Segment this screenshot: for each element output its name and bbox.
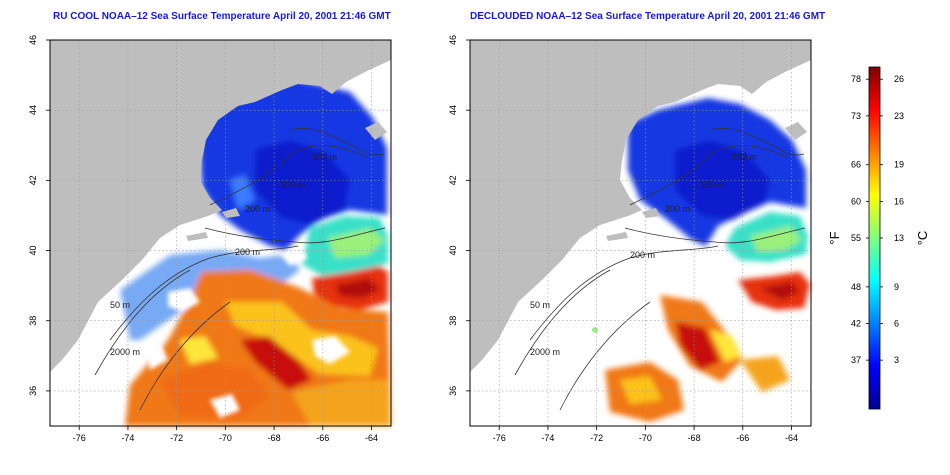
x-tick-label: -70 [639,433,652,443]
panel-title-left: RU COOL NOAA–12 Sea Surface Temperature … [53,11,391,22]
x-tick-label: -64 [785,433,798,443]
land-mass [470,40,811,372]
x-tick-label: -74 [121,433,134,443]
bathymetry-contours [514,128,806,411]
colorbar-gradient [868,66,881,410]
x-tick-label: -64 [365,433,378,443]
x-tick-label: -68 [688,433,701,443]
x-axis-ticks: -76 -74 -72 -70 -68 -66 -64 [493,426,798,443]
celsius-tick-label: 23 [894,111,904,121]
map-panel-right: 100 m 200 m 50 m 2000 m 100 m 200 m -76-… [448,35,812,443]
celsius-axis-label: °C [915,231,930,246]
y-tick-label: 46 [448,35,458,45]
x-tick-label: -76 [73,433,86,443]
x-tick-label: -72 [590,433,603,443]
isobath-label: 200 m [235,247,260,257]
isobath-label: 200 m [245,204,270,214]
x-tick-label: -66 [736,433,749,443]
x-tick-label: -76 [493,433,506,443]
panel-title-right: DECLOUDED NOAA–12 Sea Surface Temperatur… [470,11,826,22]
x-tick-label: -66 [316,433,329,443]
x-tick-label: -68 [268,433,281,443]
bathymetry-contours [94,128,386,411]
celsius-tick-label: 16 [894,196,904,206]
y-tick-label: 46 [28,35,38,45]
celsius-tick-label: 6 [894,319,899,329]
x-tick-label: -70 [219,433,232,443]
isobath-label: 50 m [530,300,550,310]
fahrenheit-tick-label: 42 [851,319,861,329]
y-tick-label: 36 [28,386,38,396]
y-axis-ticks: 36 38 40 42 44 46 [448,35,470,396]
isobath-label: 100 m [280,180,305,190]
fahrenheit-tick-label: 66 [851,160,861,170]
panel-frame [49,39,392,427]
celsius-tick-label: 9 [894,282,899,292]
colorbar-celsius-ticks: 26 23 19 16 13 9 6 3 [880,74,904,365]
fahrenheit-tick-label: 60 [851,196,861,206]
celsius-tick-label: 3 [894,355,899,365]
x-axis-ticks: -76 -74 -72 -70 -68 -66 -64 [73,426,378,443]
isobath-label: 100 m [732,152,757,162]
fahrenheit-tick-label: 78 [851,74,861,84]
isobath-labels: 100 m 200 m 50 m 2000 m 100 m 200 m [110,152,337,357]
fahrenheit-tick-label: 73 [851,111,861,121]
x-tick-label: -74 [541,433,554,443]
y-tick-label: 40 [28,246,38,256]
y-tick-label: 36 [448,386,458,396]
isobath-label: 200 m [665,204,690,214]
y-tick-label: 38 [448,316,458,326]
sea-surface-temperature-field [548,64,810,422]
colorbar-fahrenheit-ticks: 78 73 66 60 55 48 42 37 [851,74,869,365]
celsius-tick-label: 26 [894,74,904,84]
panel-frame [469,39,812,427]
y-tick-label: 44 [28,105,38,115]
isobath-label: 2000 m [530,347,560,357]
fahrenheit-tick-label: 37 [851,355,861,365]
y-tick-label: 42 [448,175,458,185]
y-tick-label: 44 [448,105,458,115]
isobath-label: 100 m [700,180,725,190]
fahrenheit-axis-label: °F [827,231,842,244]
isobath-label: 200 m [630,250,655,260]
fahrenheit-tick-label: 55 [851,233,861,243]
y-tick-label: 38 [28,316,38,326]
fahrenheit-tick-label: 48 [851,282,861,292]
y-tick-label: 40 [448,246,458,256]
isobath-labels: 100 m 200 m 50 m 2000 m 100 m 200 m [530,152,757,357]
colorbar: 78 73 66 60 55 48 42 37 26 23 19 16 13 9 6 3 °F °C [827,66,930,410]
y-tick-label: 42 [28,175,38,185]
celsius-tick-label: 19 [894,160,904,170]
x-tick-label: -72 [170,433,183,443]
y-axis-ticks: 36 38 40 42 44 46 [28,35,50,396]
isobath-label: 100 m [312,152,337,162]
land-mass [50,40,391,372]
celsius-tick-label: 13 [894,233,904,243]
isobath-label: 50 m [110,300,130,310]
isobath-label: 2000 m [110,347,140,357]
map-panel-left: 100 m 200 m 50 m 2000 m 100 m 200 m -76-… [28,35,392,443]
